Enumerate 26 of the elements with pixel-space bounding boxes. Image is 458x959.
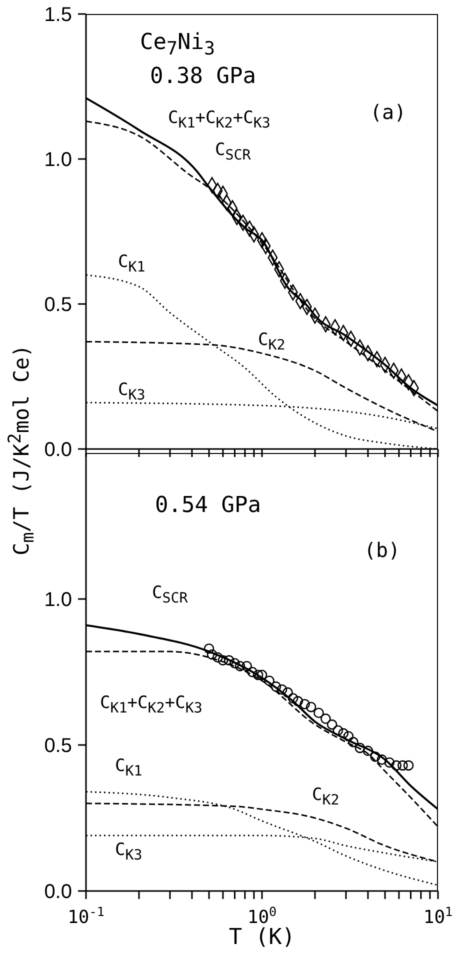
y-tick-label: 0.5	[44, 294, 72, 316]
x-tick-label: 10$^{-1}$	[68, 904, 104, 928]
annotation: C$_{K1}$	[115, 756, 142, 780]
annotation: (b)	[364, 538, 400, 562]
annotation: 0.54 GPa	[155, 493, 261, 520]
annotation: C$_{SCR}$	[215, 140, 251, 164]
annotation: C$_{K3}$	[115, 840, 142, 864]
annotation: C$_{K1}$+C$_{K2}$+C$_{K3}$	[100, 693, 202, 718]
y-tick-label: 0.5	[44, 735, 72, 757]
y-tick-label: 0.0	[44, 439, 72, 461]
annotation: Ce$_{7}$Ni$_{3}$	[140, 30, 216, 60]
annotation: C$_{K2}$	[312, 785, 340, 810]
x-axis-title: T (K)	[228, 925, 296, 950]
annotation: (a)	[370, 100, 406, 124]
annotation: C$_{K3}$	[118, 380, 146, 404]
annotation: 0.38 GPa	[150, 64, 256, 90]
x-tick-label: 10$^{1}$	[423, 904, 453, 928]
annotation: C$_{K1}$+C$_{K2}$+C$_{K3}$	[168, 108, 270, 132]
y-tick-label: 1.0	[44, 149, 72, 171]
y-tick-label: 0.0	[44, 881, 72, 903]
y-tick-label: 1.0	[44, 589, 72, 611]
annotation: C$_{K1}$	[118, 252, 146, 276]
annotation: C$_{SCR}$	[152, 583, 188, 608]
y-tick-label: 1.5	[44, 4, 72, 26]
annotation: C$_{K2}$	[258, 330, 286, 354]
x-tick-label: 10$^{0}$	[247, 904, 277, 928]
